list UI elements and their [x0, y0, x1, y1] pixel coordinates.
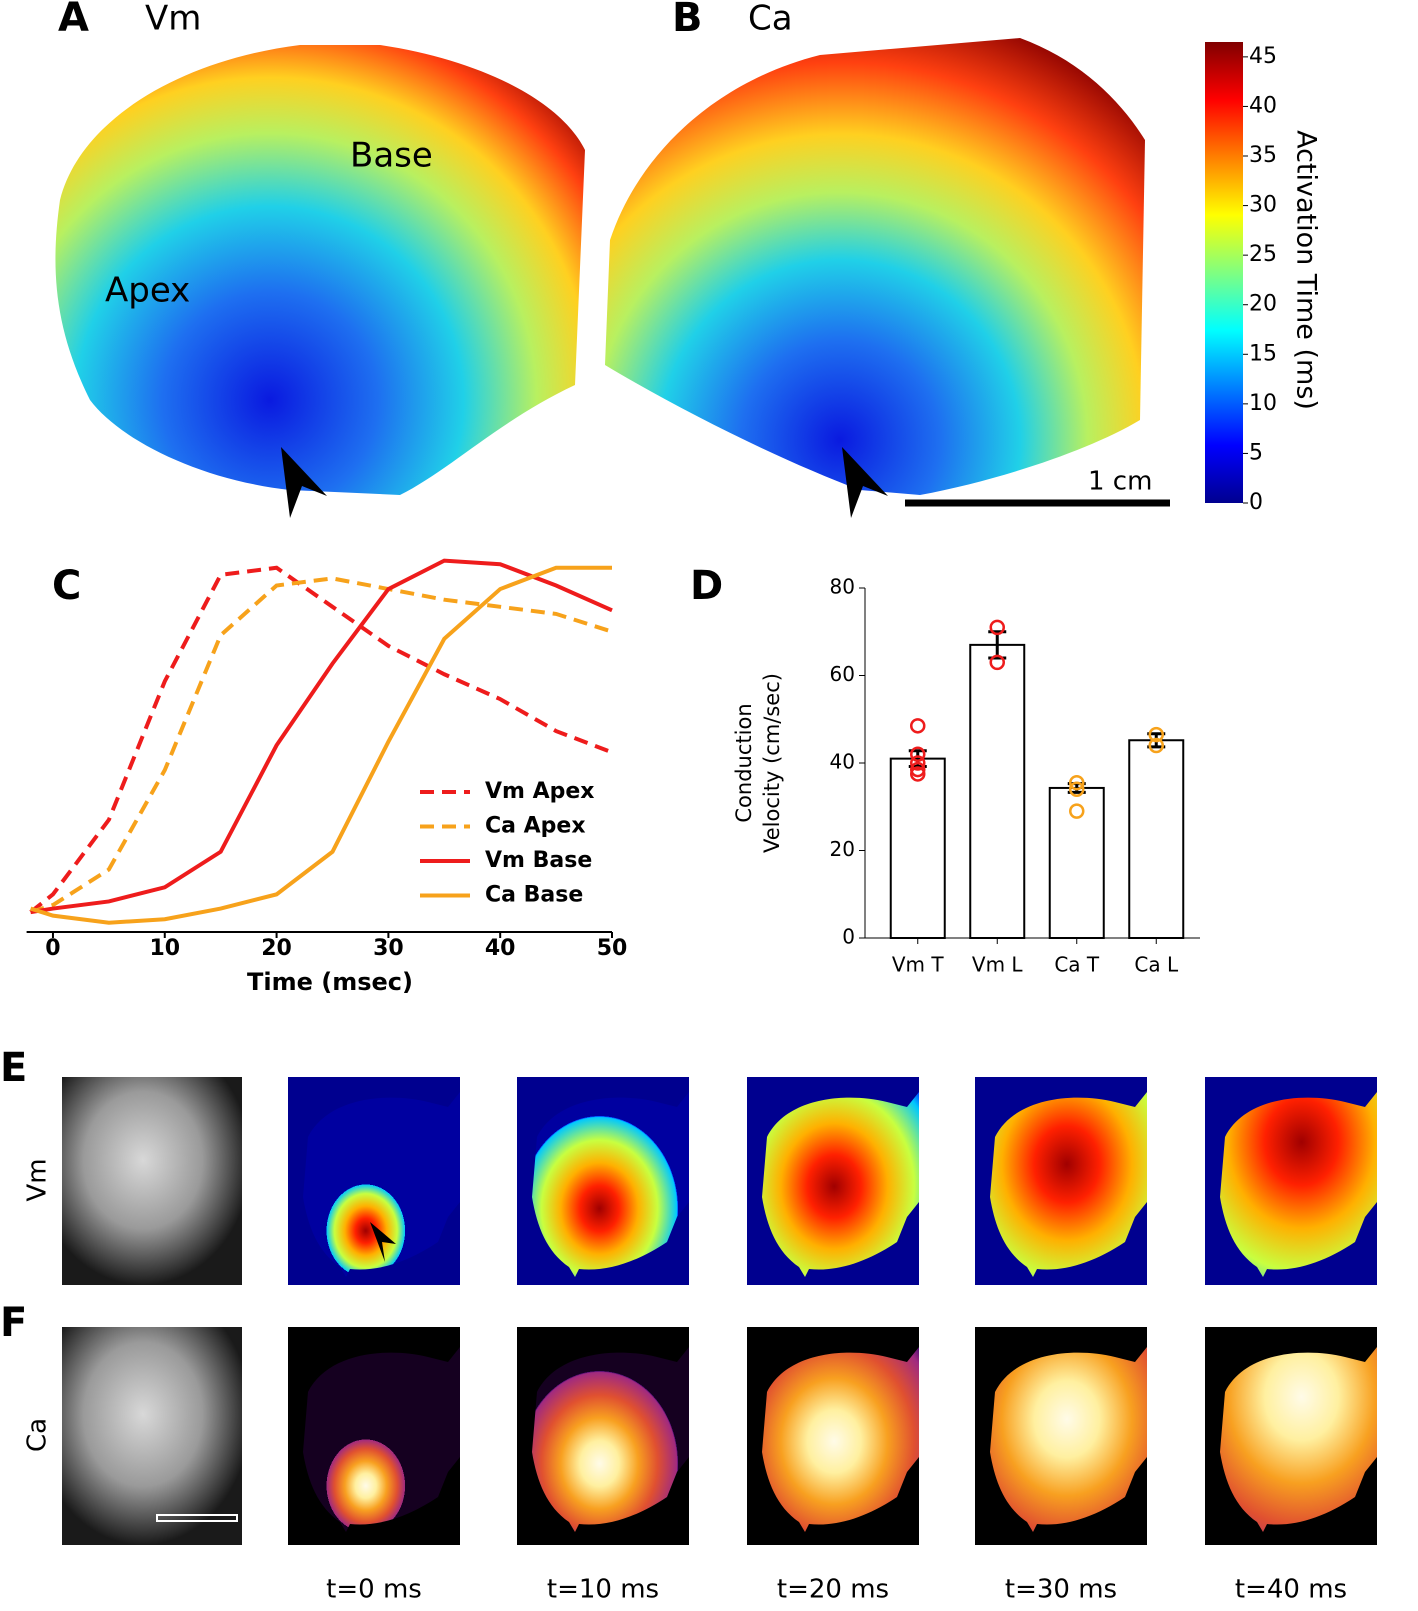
x-tick-label: 20 [261, 936, 292, 961]
x-tick-label: Ca T [1054, 953, 1100, 977]
bar [1128, 739, 1185, 939]
panel-label: Ca [748, 0, 793, 39]
x-tick-label: 30 [373, 936, 404, 961]
data-point [910, 761, 926, 778]
data-point [1069, 803, 1085, 819]
frame-map [303, 1092, 460, 1277]
y-tick-label: 15 [1249, 341, 1277, 366]
frame-map [303, 1347, 460, 1532]
annotation: Apex [105, 271, 190, 311]
arrowhead [842, 447, 888, 518]
row-label: Vm [23, 1158, 53, 1201]
time-label: t=20 ms [777, 1575, 889, 1605]
x-tick-label: Vm T [892, 953, 945, 977]
panel-letter: B [672, 0, 703, 41]
time-label: t=10 ms [547, 1575, 659, 1605]
panel-label: Vm [145, 0, 201, 39]
data-point [910, 766, 926, 782]
data-point [910, 755, 926, 771]
x-axis-label: Time (msec) [247, 968, 413, 996]
line [30, 558, 613, 915]
colorbar-label: Activation Time (ms) [1291, 130, 1322, 410]
frame-map [1220, 1347, 1377, 1532]
panel-letter: C [52, 563, 81, 609]
y-tick-label: 60 [830, 662, 855, 686]
frames [62, 1077, 1377, 1545]
y-tick-label: 35 [1249, 143, 1277, 168]
legend-label: Ca Apex [485, 814, 586, 839]
y-tick-label: 20 [1249, 292, 1277, 317]
data-point [910, 746, 926, 762]
scale-label: 1 cm [1088, 467, 1152, 497]
panel-letter: F [0, 1300, 27, 1346]
y-axis-label: Velocity (cm/sec) [760, 673, 784, 853]
y-tick-label: 10 [1249, 391, 1277, 416]
arrowhead [370, 1222, 396, 1262]
colorbar [1205, 42, 1243, 503]
frame-map [990, 1092, 1147, 1277]
y-axis-label: Conduction [732, 703, 756, 822]
x-tick-label: 0 [45, 936, 60, 961]
y-tick-label: 80 [830, 575, 855, 599]
time-label: t=0 ms [326, 1575, 422, 1605]
x-tick-label: Vm L [972, 953, 1024, 977]
y-tick-label: 25 [1249, 242, 1277, 267]
scale-bar [156, 1514, 238, 1522]
row-label: Ca [23, 1418, 53, 1452]
camera-image [62, 1327, 242, 1545]
y-tick-label: 0 [1249, 490, 1263, 515]
activation-map [55, 45, 586, 495]
activation-map [605, 38, 1145, 495]
y-tick-label: 40 [830, 750, 855, 774]
panel-letter: E [0, 1045, 27, 1091]
camera-image [62, 1077, 242, 1285]
bar [889, 757, 946, 939]
data-point [1148, 737, 1164, 754]
y-tick-label: 45 [1249, 44, 1277, 69]
legend-label: Ca Base [485, 883, 583, 908]
panel-letter: A [58, 0, 89, 41]
legend-label: Vm Apex [485, 779, 595, 804]
frame-map [1220, 1092, 1377, 1277]
bar [969, 643, 1026, 939]
frame-map [762, 1092, 919, 1277]
x-tick-label: 10 [149, 936, 180, 961]
y-tick-label: 20 [830, 837, 855, 861]
y-tick-label: 40 [1249, 93, 1277, 118]
annotation: Base [350, 136, 433, 176]
data-point [910, 718, 926, 734]
y-tick-label: 0 [842, 925, 855, 949]
x-tick-label: 50 [597, 936, 628, 961]
time-label: t=40 ms [1235, 1575, 1347, 1605]
x-tick-label: 40 [485, 936, 516, 961]
data-point [989, 619, 1005, 636]
line [29, 565, 612, 925]
arrowhead [281, 447, 327, 518]
time-label: t=30 ms [1005, 1575, 1117, 1605]
data-point [1148, 726, 1164, 743]
bar [1048, 786, 1105, 939]
panel-letter: D [690, 563, 723, 609]
data-point [1069, 774, 1085, 791]
x-tick-label: Ca L [1134, 953, 1179, 977]
data-point [1069, 781, 1085, 797]
legend-label: Vm Base [485, 848, 592, 873]
data-point [989, 654, 1005, 671]
frame-map [532, 1347, 689, 1532]
frame-map [990, 1347, 1147, 1532]
y-tick-label: 5 [1249, 440, 1263, 465]
y-tick-label: 30 [1249, 193, 1277, 218]
line [29, 576, 613, 915]
frame-map [532, 1092, 689, 1277]
frame-map [762, 1347, 919, 1532]
